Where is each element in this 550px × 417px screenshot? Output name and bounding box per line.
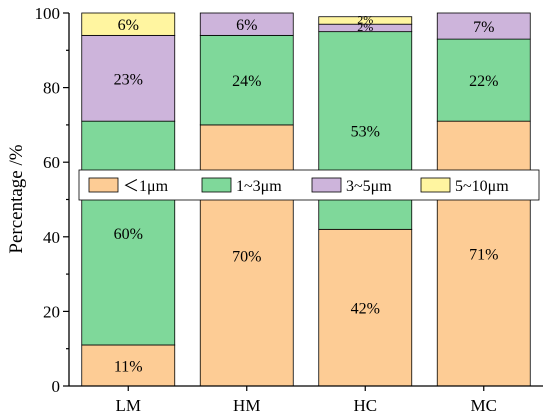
bars-layer [81,12,531,387]
y-tick-label: 20 [43,302,60,321]
y-axis-title: Percentage /% [6,144,27,253]
x-tick-label-hm: HM [233,396,260,415]
segment-label-hm-3: 6% [236,17,257,34]
bar-segment-hc-1 [318,228,413,387]
segment-label-hm-2: 24% [232,73,261,90]
segment-label-hc-1: 42% [351,301,380,318]
bar-segment-mc-3 [436,12,531,40]
segment-label-mc-2: 22% [469,73,498,90]
legend-swatch-4 [420,177,451,193]
bar-segment-hm-1 [199,124,294,387]
bar-segment-mc-2 [436,38,531,122]
bar-segment-lm-1 [81,344,176,387]
segment-label-hc-2: 53% [351,123,380,140]
bar-segment-mc-1 [436,120,531,387]
segment-label-lm-2: 60% [114,226,143,243]
legend-swatch-3 [311,177,342,193]
bar-segment-hm-3 [199,12,294,36]
bar-segment-lm-2 [81,120,176,346]
axes-layer: 0 20 40 60 80 100 LM HM HC MC [35,4,543,415]
bar-segment-lm-4 [81,12,176,36]
legend-swatch-1 [88,177,119,193]
segment-label-hm-1: 70% [232,248,261,265]
bar-segment-hm-2 [199,34,294,126]
y-tick-label: 80 [43,79,60,98]
segment-label-hc-3: 2% [357,20,373,34]
y-tick-label: 60 [43,153,60,172]
y-tick-label: 40 [43,228,60,247]
x-tick-label-mc: MC [471,396,497,415]
y-tick-label: 100 [35,4,61,23]
y-tick-label: 0 [52,377,61,396]
legend-label-3: 3~5μm [346,178,392,195]
segment-label-mc-3: 7% [473,19,494,36]
segment-label-hc-4: 2% [357,12,373,26]
legend-swatch-2 [201,177,232,193]
x-tick-label-hc: HC [353,396,377,415]
legend-label-2: 1~3μm [236,178,282,195]
segment-label-lm-3: 23% [114,71,143,88]
segment-labels-layer: 11% 60% 23% 6% 70% 24% 6% 42% 53% 2%2% 71% 22% 7% [114,12,499,375]
legend-label-1: ＜1μm [123,178,169,195]
bar-segment-hc-4 [318,16,413,25]
legend-label-4: 5~10μm [455,178,509,195]
legend: ＜1μm 1~3μm 3~5μm 5~10μm [78,169,540,201]
segment-label-mc-1: 71% [469,247,498,264]
legend-box [78,169,540,201]
segment-label-lm-4: 6% [118,17,139,34]
segment-label-lm-1: 11% [114,358,143,375]
x-tick-label-lm: LM [116,396,142,415]
